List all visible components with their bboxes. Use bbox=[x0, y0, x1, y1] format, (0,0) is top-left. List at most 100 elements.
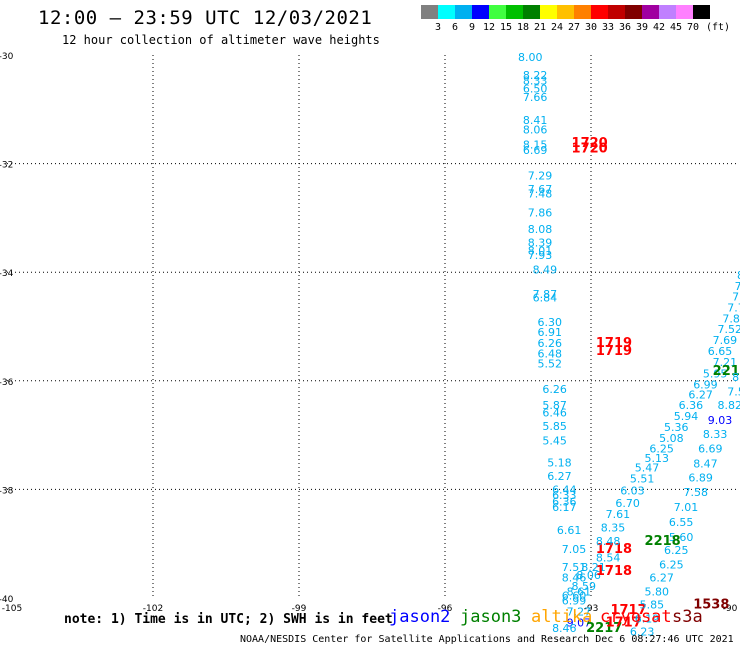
wave-height-label: 6.70 bbox=[615, 497, 640, 510]
wave-height-label: 5.80 bbox=[645, 585, 670, 598]
wave-height-label: 5.52 bbox=[537, 357, 562, 370]
legend-unit: (ft) bbox=[705, 22, 731, 33]
wave-height-label: 7.05 bbox=[562, 543, 587, 556]
wave-height-label: 6.33 bbox=[552, 489, 577, 502]
wave-height-label: 6.61 bbox=[557, 524, 582, 537]
wave-height-label: 7.67 bbox=[528, 183, 553, 196]
wave-height-label: 6.03 bbox=[620, 484, 645, 497]
wave-height-label: 6.46 bbox=[542, 406, 567, 419]
wave-height-label: 7.21 bbox=[713, 356, 738, 369]
wave-height-label: 7.69 bbox=[713, 334, 738, 347]
legend-swatch bbox=[676, 5, 693, 19]
legend-tick-label: 24 bbox=[550, 22, 564, 33]
wave-height-label: 8.33 bbox=[703, 428, 728, 441]
wave-height-label: 8.46 bbox=[562, 571, 587, 584]
lon-tick-label: -90 bbox=[723, 604, 738, 614]
legend-swatch bbox=[455, 5, 472, 19]
legend-tick-label: 6 bbox=[451, 22, 459, 33]
pass-time-label: 1717 bbox=[606, 615, 642, 630]
wave-height-label: 6.25 bbox=[649, 443, 674, 456]
wave-height-label: 8.5 bbox=[737, 269, 740, 282]
pass-time-label: 2218 bbox=[645, 534, 681, 549]
lon-tick-label: -99 bbox=[292, 604, 307, 614]
legend-swatch bbox=[557, 5, 574, 19]
lat-tick-label: -38 bbox=[0, 486, 14, 496]
lat-tick-label: -30 bbox=[0, 52, 14, 62]
wave-height-label: 7.71 bbox=[727, 301, 740, 314]
wave-height-label: 7.51 bbox=[562, 561, 587, 574]
wave-height-label: 5.85 bbox=[640, 599, 665, 612]
pass-time-label: 2218 bbox=[713, 364, 740, 379]
wave-height-label: 8.01 bbox=[528, 244, 553, 257]
wave-height-label: 7.87 bbox=[722, 312, 740, 325]
wave-height-label: 6.27 bbox=[547, 470, 572, 483]
wave-height-label: 7.29 bbox=[528, 170, 553, 183]
wave-height-label: 7.52 bbox=[718, 323, 740, 336]
wave-height-label: 7.27 bbox=[567, 606, 592, 619]
wave-height-label: 6.55 bbox=[669, 516, 694, 529]
wave-height-label: 6.27 bbox=[688, 388, 713, 401]
wave-height-label: 6.69 bbox=[523, 144, 548, 157]
legend-tick-label: 42 bbox=[652, 22, 666, 33]
pass-time-label: 2217 bbox=[586, 621, 622, 636]
satellite-label-cryosat: cryosat bbox=[600, 607, 672, 627]
wave-height-label: 6.23 bbox=[630, 626, 655, 639]
page-title: 12:00 — 23:59 UTC 12/03/2021 bbox=[38, 7, 373, 29]
lat-tick-label: -40 bbox=[0, 595, 14, 605]
legend-swatch bbox=[506, 5, 523, 19]
wave-height-label: 5.13 bbox=[645, 452, 670, 465]
legend-tick-label: 39 bbox=[635, 22, 649, 33]
wave-height-label: 8.61 bbox=[567, 585, 592, 598]
wave-height-label: 8.59 bbox=[572, 580, 597, 593]
legend-tick-label: 33 bbox=[601, 22, 615, 33]
wave-height-label: 5.45 bbox=[542, 435, 567, 448]
wave-height-label: 7.01 bbox=[674, 501, 699, 514]
wave-height-label: 8.33 bbox=[523, 75, 548, 88]
lat-tick-label: -36 bbox=[0, 378, 14, 388]
wave-height-label: 7.48 bbox=[528, 187, 553, 200]
wave-height-label: 6.27 bbox=[649, 571, 674, 584]
pass-time-label: 1720 bbox=[572, 136, 608, 151]
wave-height-label: 6.65 bbox=[708, 345, 733, 358]
legend-tick-label: 9 bbox=[468, 22, 476, 33]
wave-height-label: 5.47 bbox=[635, 462, 660, 475]
wave-height-label: 5.60 bbox=[669, 531, 694, 544]
wave-height-label: 7.6 bbox=[735, 280, 740, 293]
wave-height-label: 8.06 bbox=[523, 123, 548, 136]
wave-height-label: 7.66 bbox=[523, 91, 548, 104]
legend-tick-label: 21 bbox=[533, 22, 547, 33]
wave-height-label: 7.93 bbox=[732, 291, 740, 304]
wave-height-label: 9.03 bbox=[708, 414, 733, 427]
legend-swatch bbox=[472, 5, 489, 19]
wave-height-label: 5.87 bbox=[542, 399, 567, 412]
legend-swatch bbox=[574, 5, 591, 19]
pass-time-label: 1717 bbox=[610, 603, 646, 618]
wave-height-label: 7.86 bbox=[528, 206, 553, 219]
pass-time-label: 1718 bbox=[596, 542, 632, 557]
wave-height-label: 5.95 bbox=[703, 368, 728, 381]
legend-tick-label: 30 bbox=[584, 22, 598, 33]
wave-height-label: 6.48 bbox=[537, 348, 562, 361]
wave-height-label: 6.89 bbox=[688, 471, 713, 484]
wave-height-label: 6.25 bbox=[659, 558, 684, 571]
legend-tick-label: 3 bbox=[434, 22, 442, 33]
wave-height-label: 6.25 bbox=[664, 544, 689, 557]
wave-height-label: 8.49 bbox=[533, 263, 558, 276]
wave-height-label: 8.15 bbox=[523, 139, 548, 152]
legend-tick-label: 36 bbox=[618, 22, 632, 33]
wave-height-label: 8.41 bbox=[523, 114, 548, 127]
wave-height-label: 6.99 bbox=[562, 595, 587, 608]
wave-height-label: 6.84 bbox=[533, 292, 558, 305]
pass-time-label: 1719 bbox=[596, 344, 632, 359]
satellite-label-jason2: jason2 bbox=[389, 607, 451, 627]
lon-tick-label: -105 bbox=[2, 604, 22, 614]
legend-tick-label: 45 bbox=[669, 22, 683, 33]
wave-height-label: 8.39 bbox=[528, 236, 553, 249]
wave-height-label: 6.50 bbox=[523, 83, 548, 96]
legend-tick-label: 27 bbox=[567, 22, 581, 33]
wave-height-label: 9.07 bbox=[567, 616, 592, 629]
wave-height-label: 7.93 bbox=[528, 249, 553, 262]
legend-swatch bbox=[438, 5, 455, 19]
legend-swatch bbox=[523, 5, 540, 19]
